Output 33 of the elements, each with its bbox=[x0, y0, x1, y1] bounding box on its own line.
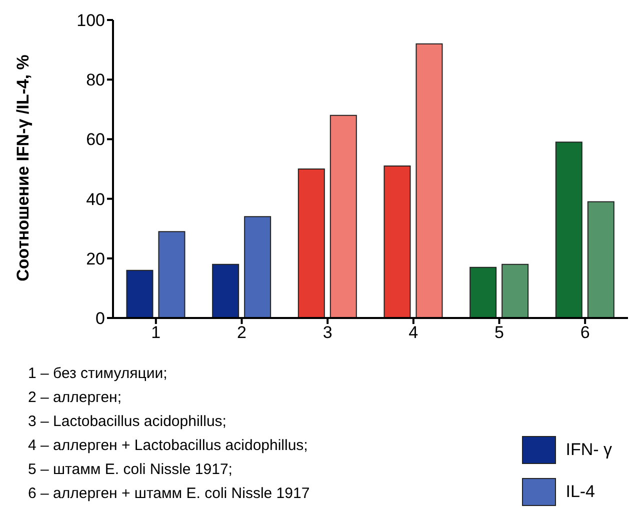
bar bbox=[555, 142, 582, 318]
bar bbox=[384, 166, 411, 318]
y-tick-label: 40 bbox=[86, 190, 105, 209]
bar bbox=[212, 264, 240, 318]
x-tick-label: 1 bbox=[151, 323, 161, 342]
text: 1 – без стимуляции; bbox=[28, 364, 168, 384]
bar bbox=[470, 266, 497, 318]
text: 3 – Lactobacillus acidophillus; bbox=[28, 412, 228, 432]
bar bbox=[502, 264, 529, 318]
bar bbox=[244, 216, 272, 318]
legend-label: IL-4 bbox=[566, 482, 596, 502]
y-tick-label: 100 bbox=[76, 11, 105, 30]
x-tick-label: 6 bbox=[580, 323, 590, 342]
x-tick-label: 3 bbox=[322, 323, 332, 342]
text: 5 – штамм E. coli Nissle 1917; bbox=[28, 460, 234, 480]
bar bbox=[330, 114, 357, 318]
y-axis-title: Соотношение IFN-γ /IL-4, % bbox=[13, 54, 33, 282]
bar bbox=[416, 43, 443, 318]
x-tick-label: 4 bbox=[408, 323, 418, 342]
text: 4 – аллерген + Lactobacillus acidophillus; bbox=[28, 436, 309, 456]
y-tick-label: 60 bbox=[86, 130, 105, 150]
y-tick-label: 80 bbox=[86, 70, 105, 90]
bar bbox=[298, 168, 325, 318]
bar bbox=[126, 270, 154, 318]
text: 2 – аллерген; bbox=[28, 388, 122, 408]
text: 6 – аллерген + штамм E. coli Nissle 1917 bbox=[28, 484, 310, 504]
y-tick-label: 20 bbox=[86, 249, 105, 268]
x-tick-label: 5 bbox=[494, 323, 504, 342]
y-tick-label: 0 bbox=[96, 309, 105, 328]
x-tick-label: 2 bbox=[237, 323, 246, 342]
legend-label: IFN- γ bbox=[566, 440, 612, 460]
bar bbox=[587, 201, 614, 318]
bar bbox=[158, 231, 186, 318]
